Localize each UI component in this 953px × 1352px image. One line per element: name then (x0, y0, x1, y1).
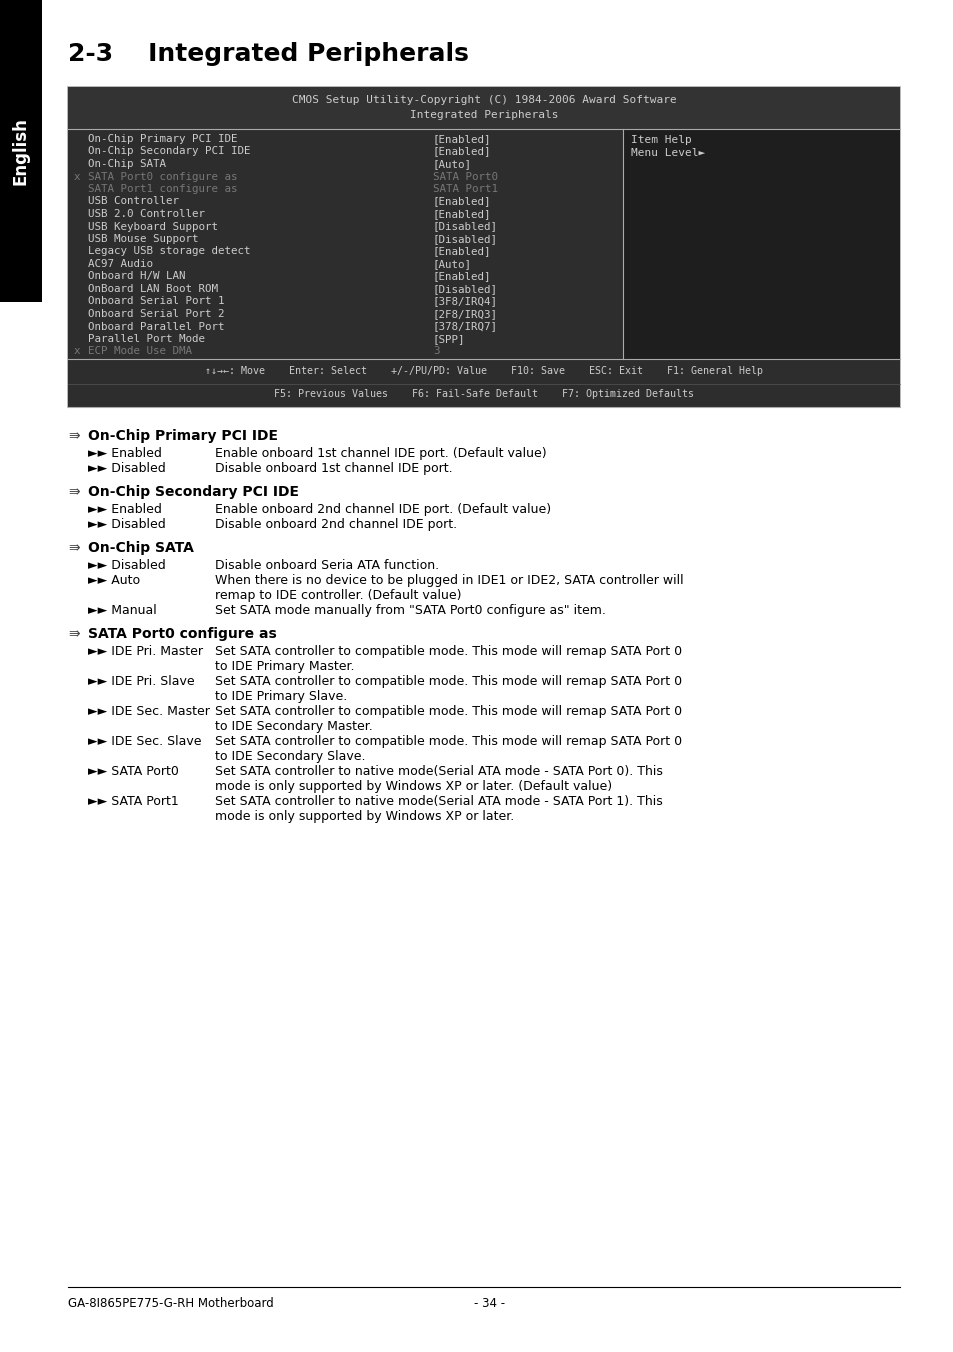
Text: USB Controller: USB Controller (88, 196, 179, 207)
Text: Enable onboard 1st channel IDE port. (Default value): Enable onboard 1st channel IDE port. (De… (214, 448, 546, 460)
Text: USB 2.0 Controller: USB 2.0 Controller (88, 210, 205, 219)
Text: ►► IDE Sec. Slave: ►► IDE Sec. Slave (88, 735, 201, 748)
Text: GA-8I865PE775-G-RH Motherboard: GA-8I865PE775-G-RH Motherboard (68, 1297, 274, 1310)
Text: [Enabled]: [Enabled] (433, 246, 491, 257)
Text: [Disabled]: [Disabled] (433, 222, 497, 231)
Text: ►► IDE Pri. Slave: ►► IDE Pri. Slave (88, 675, 194, 688)
Text: Onboard Serial Port 1: Onboard Serial Port 1 (88, 296, 224, 307)
Text: Set SATA controller to compatible mode. This mode will remap SATA Port 0: Set SATA controller to compatible mode. … (214, 645, 681, 658)
Text: SATA Port0: SATA Port0 (433, 172, 497, 181)
Text: mode is only supported by Windows XP or later. (Default value): mode is only supported by Windows XP or … (214, 780, 612, 794)
Text: On-Chip SATA: On-Chip SATA (88, 541, 193, 556)
Text: Item Help: Item Help (630, 135, 691, 145)
Text: [Auto]: [Auto] (433, 160, 472, 169)
Text: ►► IDE Sec. Master: ►► IDE Sec. Master (88, 704, 210, 718)
Text: When there is no device to be plugged in IDE1 or IDE2, SATA controller will: When there is no device to be plugged in… (214, 575, 683, 587)
Text: ►► Enabled: ►► Enabled (88, 448, 162, 460)
Text: ECP Mode Use DMA: ECP Mode Use DMA (88, 346, 192, 357)
Text: ►► Disabled: ►► Disabled (88, 558, 166, 572)
Text: SATA Port0 configure as: SATA Port0 configure as (88, 172, 237, 181)
Text: Enable onboard 2nd channel IDE port. (Default value): Enable onboard 2nd channel IDE port. (De… (214, 503, 551, 516)
Text: F5: Previous Values    F6: Fail-Safe Default    F7: Optimized Defaults: F5: Previous Values F6: Fail-Safe Defaul… (274, 389, 693, 399)
Text: Disable onboard 1st channel IDE port.: Disable onboard 1st channel IDE port. (214, 462, 452, 475)
Text: SATA Port1: SATA Port1 (433, 184, 497, 193)
Text: [Enabled]: [Enabled] (433, 134, 491, 145)
Text: x: x (74, 346, 80, 357)
Text: Onboard Parallel Port: Onboard Parallel Port (88, 322, 224, 331)
Text: On-Chip Primary PCI IDE: On-Chip Primary PCI IDE (88, 429, 277, 443)
Text: to IDE Secondary Slave.: to IDE Secondary Slave. (214, 750, 365, 763)
Text: [Enabled]: [Enabled] (433, 210, 491, 219)
Text: ►► IDE Pri. Master: ►► IDE Pri. Master (88, 645, 203, 658)
Text: Disable onboard 2nd channel IDE port.: Disable onboard 2nd channel IDE port. (214, 518, 456, 531)
Text: ►► Disabled: ►► Disabled (88, 462, 166, 475)
Text: [2F8/IRQ3]: [2F8/IRQ3] (433, 310, 497, 319)
Text: USB Keyboard Support: USB Keyboard Support (88, 222, 218, 231)
Text: Set SATA controller to native mode(Serial ATA mode - SATA Port 1). This: Set SATA controller to native mode(Seria… (214, 795, 662, 808)
Text: On-Chip Secondary PCI IDE: On-Chip Secondary PCI IDE (88, 146, 251, 157)
Text: ►► SATA Port1: ►► SATA Port1 (88, 795, 178, 808)
Bar (68, 128, 899, 360)
Text: Disable onboard Seria ATA function.: Disable onboard Seria ATA function. (214, 558, 438, 572)
Text: English: English (12, 118, 30, 185)
Text: to IDE Primary Master.: to IDE Primary Master. (214, 660, 355, 673)
Text: [Disabled]: [Disabled] (433, 234, 497, 243)
Bar (68, 87, 899, 128)
Text: [SPP]: [SPP] (433, 334, 465, 343)
Text: [Disabled]: [Disabled] (433, 284, 497, 293)
Bar (622, 128, 899, 360)
Text: SATA Port0 configure as: SATA Port0 configure as (88, 627, 276, 641)
Text: 3: 3 (433, 346, 439, 357)
Text: [3F8/IRQ4]: [3F8/IRQ4] (433, 296, 497, 307)
Text: Set SATA controller to compatible mode. This mode will remap SATA Port 0: Set SATA controller to compatible mode. … (214, 704, 681, 718)
Text: ⇛: ⇛ (68, 429, 79, 443)
Text: USB Mouse Support: USB Mouse Support (88, 234, 198, 243)
Text: ⇛: ⇛ (68, 541, 79, 556)
Text: [378/IRQ7]: [378/IRQ7] (433, 322, 497, 331)
Text: ⇛: ⇛ (68, 627, 79, 641)
Text: On-Chip Secondary PCI IDE: On-Chip Secondary PCI IDE (88, 485, 298, 499)
Text: Menu Level►: Menu Level► (630, 147, 704, 158)
Text: Integrated Peripherals: Integrated Peripherals (410, 110, 558, 120)
Text: On-Chip SATA: On-Chip SATA (88, 160, 166, 169)
Text: Set SATA mode manually from "SATA Port0 configure as" item.: Set SATA mode manually from "SATA Port0 … (214, 604, 605, 617)
Bar (68, 87, 899, 407)
Text: ↑↓→←: Move    Enter: Select    +/-/PU/PD: Value    F10: Save    ESC: Exit    F1:: ↑↓→←: Move Enter: Select +/-/PU/PD: Valu… (205, 366, 762, 376)
Text: SATA Port1 configure as: SATA Port1 configure as (88, 184, 237, 193)
Text: Set SATA controller to compatible mode. This mode will remap SATA Port 0: Set SATA controller to compatible mode. … (214, 675, 681, 688)
Text: Set SATA controller to native mode(Serial ATA mode - SATA Port 0). This: Set SATA controller to native mode(Seria… (214, 765, 662, 777)
Text: 2-3    Integrated Peripherals: 2-3 Integrated Peripherals (68, 42, 468, 66)
Text: to IDE Secondary Master.: to IDE Secondary Master. (214, 721, 373, 733)
Text: Onboard H/W LAN: Onboard H/W LAN (88, 272, 185, 281)
Text: remap to IDE controller. (Default value): remap to IDE controller. (Default value) (214, 589, 461, 602)
Text: CMOS Setup Utility-Copyright (C) 1984-2006 Award Software: CMOS Setup Utility-Copyright (C) 1984-20… (292, 95, 676, 105)
Text: Parallel Port Mode: Parallel Port Mode (88, 334, 205, 343)
Text: [Enabled]: [Enabled] (433, 196, 491, 207)
Text: OnBoard LAN Boot ROM: OnBoard LAN Boot ROM (88, 284, 218, 293)
Text: ⇛: ⇛ (68, 485, 79, 499)
Text: Set SATA controller to compatible mode. This mode will remap SATA Port 0: Set SATA controller to compatible mode. … (214, 735, 681, 748)
Text: - 34 -: - 34 - (474, 1297, 505, 1310)
Text: ►► Auto: ►► Auto (88, 575, 140, 587)
Text: x: x (74, 172, 80, 181)
Text: Legacy USB storage detect: Legacy USB storage detect (88, 246, 251, 257)
Text: mode is only supported by Windows XP or later.: mode is only supported by Windows XP or … (214, 810, 514, 823)
Text: ►► Enabled: ►► Enabled (88, 503, 162, 516)
Text: Onboard Serial Port 2: Onboard Serial Port 2 (88, 310, 224, 319)
Text: to IDE Primary Slave.: to IDE Primary Slave. (214, 690, 347, 703)
Text: [Auto]: [Auto] (433, 260, 472, 269)
Text: ►► Disabled: ►► Disabled (88, 518, 166, 531)
Bar (0, 0, 42, 301)
Text: [Enabled]: [Enabled] (433, 272, 491, 281)
Text: On-Chip Primary PCI IDE: On-Chip Primary PCI IDE (88, 134, 237, 145)
Text: [Enabled]: [Enabled] (433, 146, 491, 157)
Bar (68, 360, 899, 407)
Text: ►► SATA Port0: ►► SATA Port0 (88, 765, 179, 777)
Text: ►► Manual: ►► Manual (88, 604, 156, 617)
Text: AC97 Audio: AC97 Audio (88, 260, 152, 269)
